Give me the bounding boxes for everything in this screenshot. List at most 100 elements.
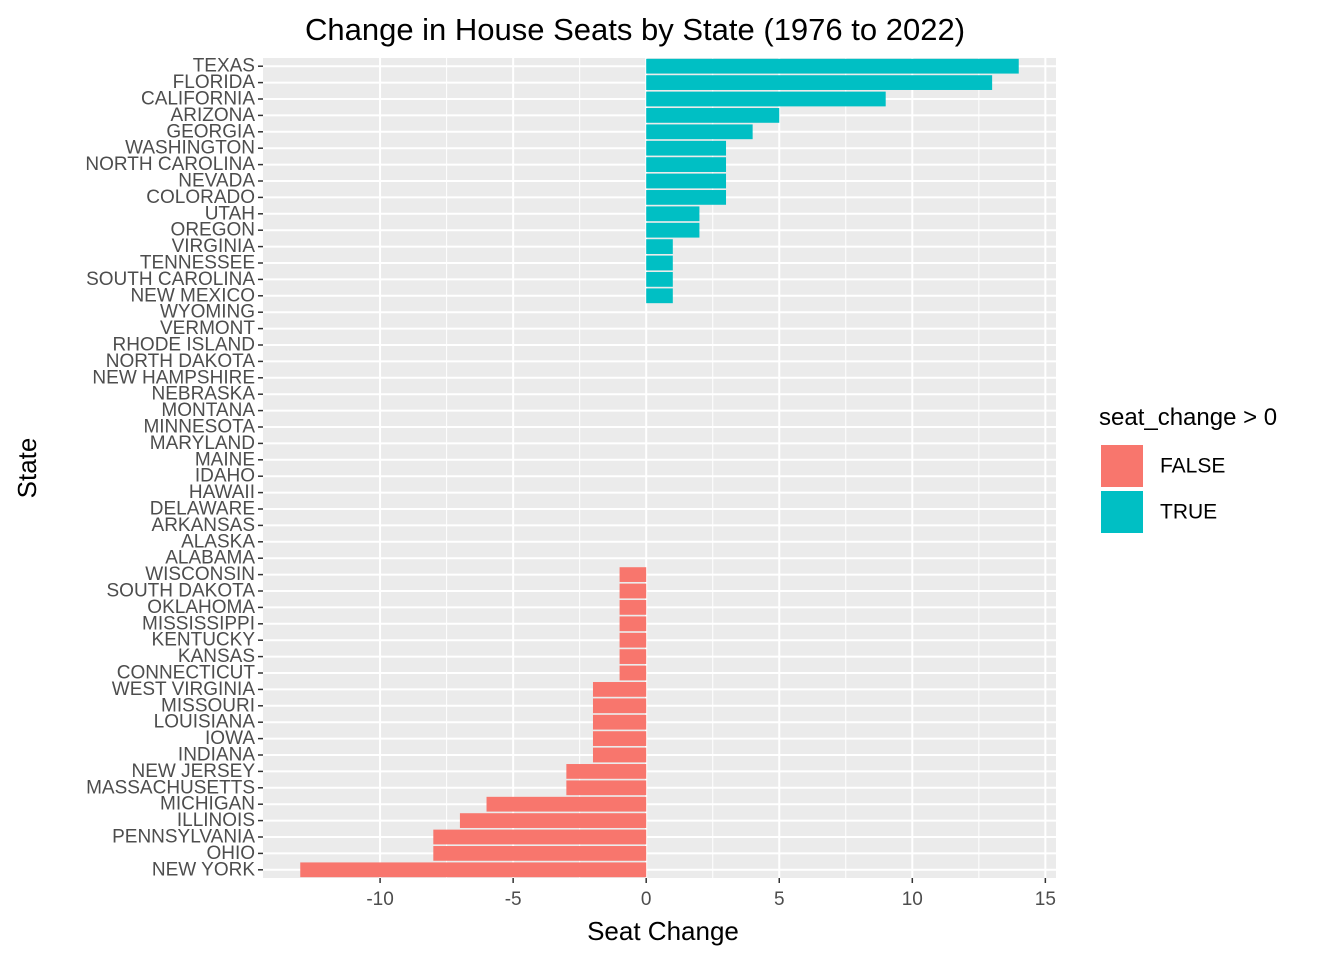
y-tick-label: WISCONSIN <box>145 564 255 585</box>
bar-california <box>646 91 886 107</box>
y-tick-label: HAWAII <box>189 482 255 503</box>
y-tick-label: KENTUCKY <box>152 630 256 651</box>
x-tick-label: 15 <box>1035 889 1056 910</box>
y-tick-label: OKLAHOMA <box>147 597 255 618</box>
chart-title: Change in House Seats by State (1976 to … <box>305 12 965 47</box>
legend-label-false: FALSE <box>1160 455 1225 478</box>
bar-south-dakota <box>619 583 647 599</box>
y-tick-label: WYOMING <box>160 302 255 323</box>
y-tick-label: ILLINOIS <box>177 810 255 831</box>
y-tick-label: NEVADA <box>178 171 255 192</box>
y-axis-title: State <box>12 438 42 499</box>
bar-michigan <box>486 796 647 812</box>
legend-key-true <box>1101 491 1143 533</box>
y-tick-label: NEW JERSEY <box>131 761 255 782</box>
bar-texas <box>646 58 1019 74</box>
bar-georgia <box>646 124 753 140</box>
y-tick-label: CONNECTICUT <box>117 663 256 684</box>
y-tick-label: DELAWARE <box>150 499 255 520</box>
y-tick-label: ARIZONA <box>171 105 256 126</box>
x-tick-label: -10 <box>366 889 393 910</box>
x-axis-title: Seat Change <box>587 916 739 946</box>
y-tick-label: MISSOURI <box>161 695 255 716</box>
y-tick-label: WEST VIRGINIA <box>112 679 256 700</box>
y-tick-label: ALABAMA <box>165 548 255 569</box>
bar-oregon <box>646 222 700 238</box>
y-tick-label: KANSAS <box>178 646 255 667</box>
bar-north-carolina <box>646 157 727 172</box>
y-tick-label: CALIFORNIA <box>141 89 255 110</box>
bar-tennessee <box>646 255 673 271</box>
y-tick-label: WASHINGTON <box>125 138 255 159</box>
bar-iowa <box>592 731 647 746</box>
bars <box>300 58 1019 878</box>
y-tick-label: NORTH CAROLINA <box>85 154 255 175</box>
y-axis: TEXASFLORIDACALIFORNIAARIZONAGEORGIAWASH… <box>85 56 263 880</box>
y-tick-label: TEXAS <box>193 56 255 77</box>
y-tick-label: NEW HAMPSHIRE <box>92 367 255 388</box>
bar-washington <box>646 140 727 156</box>
bar-west-virginia <box>592 682 647 697</box>
bar-mississippi <box>619 616 647 632</box>
y-tick-label: MAINE <box>195 449 255 470</box>
bar-missouri <box>592 698 647 714</box>
y-tick-label: OREGON <box>171 220 255 241</box>
bar-massachusetts <box>566 780 647 796</box>
y-tick-label: SOUTH DAKOTA <box>107 581 256 602</box>
y-tick-label: MONTANA <box>161 400 255 421</box>
y-tick-label: NEW MEXICO <box>130 285 255 306</box>
x-tick-label: 0 <box>641 889 652 910</box>
y-tick-label: ALASKA <box>181 531 255 552</box>
y-tick-label: FLORIDA <box>173 72 256 93</box>
y-tick-label: MISSISSIPPI <box>142 613 255 634</box>
bar-illinois <box>459 813 647 828</box>
legend-key-false <box>1101 445 1143 487</box>
y-tick-label: COLORADO <box>146 187 255 208</box>
bar-nevada <box>646 173 727 189</box>
y-tick-label: VIRGINIA <box>172 236 256 257</box>
bar-colorado <box>646 190 727 205</box>
y-tick-label: MICHIGAN <box>160 794 255 815</box>
bar-pennsylvania <box>433 829 647 845</box>
bar-wisconsin <box>619 567 647 582</box>
bar-florida <box>646 75 993 90</box>
bar-virginia <box>646 239 673 254</box>
y-tick-label: IDAHO <box>195 466 255 487</box>
y-tick-label: RHODE ISLAND <box>112 335 255 356</box>
y-tick-label: NEBRASKA <box>152 384 256 405</box>
bar-louisiana <box>592 714 647 730</box>
bar-new-york <box>300 862 647 878</box>
y-tick-label: TENNESSEE <box>140 253 255 274</box>
bar-new-mexico <box>646 288 673 304</box>
bar-kansas <box>619 649 647 664</box>
y-tick-label: INDIANA <box>178 745 255 766</box>
y-tick-label: NORTH DAKOTA <box>106 351 256 372</box>
bar-arizona <box>646 108 780 123</box>
bar-utah <box>646 206 700 222</box>
x-tick-label: -5 <box>505 889 522 910</box>
y-tick-label: VERMONT <box>160 318 255 339</box>
y-tick-label: OHIO <box>206 843 255 864</box>
y-tick-label: IOWA <box>205 728 255 749</box>
y-tick-label: SOUTH CAROLINA <box>86 269 255 290</box>
x-tick-label: 5 <box>774 889 785 910</box>
y-tick-label: MINNESOTA <box>143 417 255 438</box>
bar-indiana <box>592 747 647 763</box>
bar-connecticut <box>619 665 647 681</box>
bar-oklahoma <box>619 600 647 615</box>
bar-ohio <box>433 846 647 861</box>
legend-title: seat_change > 0 <box>1099 404 1277 431</box>
bar-kentucky <box>619 632 647 648</box>
y-tick-label: PENNSYLVANIA <box>112 827 255 848</box>
bar-new-jersey <box>566 764 647 779</box>
y-tick-label: MASSACHUSETTS <box>86 777 255 798</box>
x-tick-label: 10 <box>902 889 923 910</box>
y-tick-label: NEW YORK <box>152 859 255 880</box>
y-tick-label: ARKANSAS <box>152 515 255 536</box>
y-tick-label: UTAH <box>205 203 255 224</box>
bar-south-carolina <box>646 272 673 287</box>
y-tick-label: GEORGIA <box>166 121 255 142</box>
y-tick-label: MARYLAND <box>150 433 255 454</box>
y-tick-label: LOUISIANA <box>154 712 256 733</box>
